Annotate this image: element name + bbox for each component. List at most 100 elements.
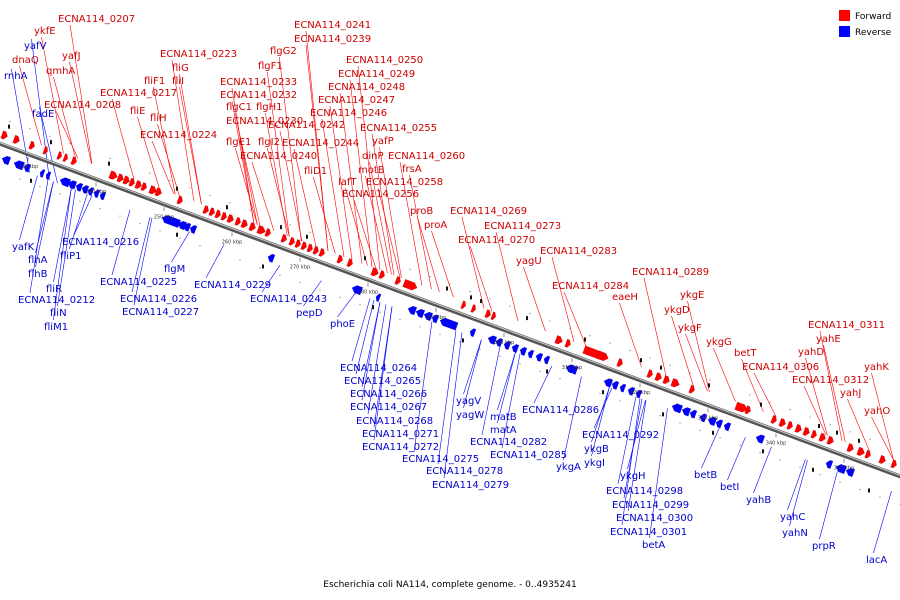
legend-forward-swatch — [839, 10, 850, 21]
forward-gene — [28, 140, 35, 150]
guide-dot — [709, 379, 711, 381]
reverse-gene-label: matA — [490, 425, 517, 436]
reverse-gene — [431, 314, 440, 324]
reverse-gene-leader-line — [131, 217, 151, 293]
tick-label: 260 kbp — [222, 239, 242, 245]
forward-gene-label: ECNA114_0289 — [632, 267, 709, 278]
reverse-gene — [169, 217, 182, 228]
reverse-gene-label: ECNA114_0243 — [250, 294, 327, 305]
forward-gene-label: yafJ — [62, 51, 81, 62]
guide-dot — [219, 252, 221, 254]
tick-label: 330 kbp — [698, 415, 718, 421]
reverse-gene-leader-line — [787, 459, 806, 511]
reverse-gene-leader-line — [31, 38, 50, 181]
reverse-gene — [699, 413, 708, 423]
forward-gene-leader-line — [231, 100, 255, 224]
reverse-gene-label: yagV — [456, 396, 481, 407]
forward-gene-leader-line — [399, 161, 423, 286]
forward-gene — [616, 358, 623, 367]
reverse-gene-leader-line — [621, 398, 641, 526]
forward-gene — [300, 241, 307, 251]
reverse-gene-label: ECNA114_0271 — [362, 429, 439, 440]
reverse-gene-label: betB — [694, 470, 717, 481]
legend-forward-label: Forward — [855, 12, 891, 22]
reverse-gene-label: lacA — [866, 555, 887, 566]
reverse-gene-label: fliR — [46, 284, 62, 295]
guide-dot — [689, 372, 691, 374]
forward-gene-label: ECNA114_0240 — [240, 151, 317, 162]
reverse-gene-leader-line — [111, 209, 131, 276]
forward-gene-label: yahK — [864, 362, 889, 373]
reverse-gene-label: ECNA114_0282 — [470, 437, 547, 448]
forward-gene-label: ECNA114_0244 — [282, 138, 359, 149]
forward-gene — [134, 179, 142, 189]
reverse-gene-leader-line — [373, 306, 393, 441]
forward-gene — [346, 258, 353, 268]
forward-gene — [890, 459, 897, 469]
guide-dot — [199, 245, 201, 247]
reverse-gene — [543, 355, 551, 365]
forward-gene-label: betT — [734, 348, 757, 359]
forward-gene-label: ykgE — [680, 290, 704, 301]
forward-gene — [646, 369, 653, 379]
guide-dot — [79, 200, 81, 202]
guide-dot — [779, 459, 781, 461]
feature-mark — [462, 338, 464, 343]
forward-gene-leader-line — [345, 187, 368, 266]
reverse-gene-label: ECNA114_0292 — [582, 430, 659, 441]
feature-mark — [662, 412, 664, 417]
reverse-gene-label: ECNA114_0227 — [122, 307, 199, 318]
reverse-gene-label: ECNA114_0266 — [350, 389, 427, 400]
forward-gene-leader-line — [69, 61, 92, 164]
reverse-gene — [59, 177, 72, 188]
guide-dot — [299, 281, 301, 284]
reverse-gene-leader-line — [53, 188, 72, 283]
forward-gene-label: flgC1 — [226, 102, 252, 113]
forward-gene-label: fliI — [172, 76, 184, 87]
forward-gene-leader-line — [687, 300, 710, 392]
forward-gene-label: fliE — [130, 106, 145, 117]
reverse-gene-label: ECNA114_0272 — [362, 442, 439, 453]
forward-gene-label: frsA — [402, 164, 422, 175]
forward-gene-label: ykgF — [678, 323, 702, 334]
forward-gene-leader-line — [353, 199, 377, 269]
feature-mark — [8, 124, 10, 129]
forward-gene-leader-line — [321, 118, 345, 257]
tick-label: 310 kbp — [562, 365, 582, 371]
map-caption: Escherichia coli NA114, complete genome.… — [323, 580, 576, 590]
reverse-gene — [487, 335, 498, 345]
feature-mark — [446, 286, 448, 291]
forward-gene-label: ECNA114_0260 — [388, 151, 465, 162]
guide-dot — [809, 416, 811, 418]
feature-mark — [858, 438, 860, 443]
reverse-gene-leader-line — [627, 400, 646, 470]
tick-label: 250 kbp — [154, 214, 174, 220]
reverse-gene — [469, 328, 477, 338]
forward-gene-label: ECNA114_0230 — [226, 116, 303, 127]
reverse-gene — [611, 380, 620, 390]
genome-backbone-highlight — [0, 142, 900, 476]
guide-dot — [719, 437, 721, 439]
forward-gene-label: ECNA114_0223 — [160, 49, 237, 60]
forward-gene-leader-line — [305, 44, 329, 251]
reverse-gene-label: ECNA114_0278 — [426, 466, 503, 477]
guide-dot — [89, 150, 91, 152]
reverse-gene-label: betI — [720, 482, 739, 493]
forward-gene-leader-line — [69, 24, 93, 164]
forward-gene — [564, 338, 571, 348]
forward-gene — [0, 130, 8, 140]
reverse-gene — [495, 338, 504, 348]
forward-gene — [864, 449, 871, 459]
guide-dot — [309, 231, 311, 233]
guide-dot — [839, 481, 841, 483]
forward-gene-leader-line — [461, 216, 485, 309]
guide-dot — [149, 172, 151, 174]
forward-gene — [176, 195, 183, 205]
guide-dot — [229, 202, 231, 204]
forward-gene-leader-line — [643, 277, 667, 376]
forward-gene-leader-line — [179, 73, 202, 205]
forward-gene-leader-line — [365, 175, 388, 273]
reverse-gene-leader-line — [367, 304, 387, 415]
forward-gene — [484, 309, 491, 319]
reverse-gene-leader-line — [133, 217, 153, 306]
